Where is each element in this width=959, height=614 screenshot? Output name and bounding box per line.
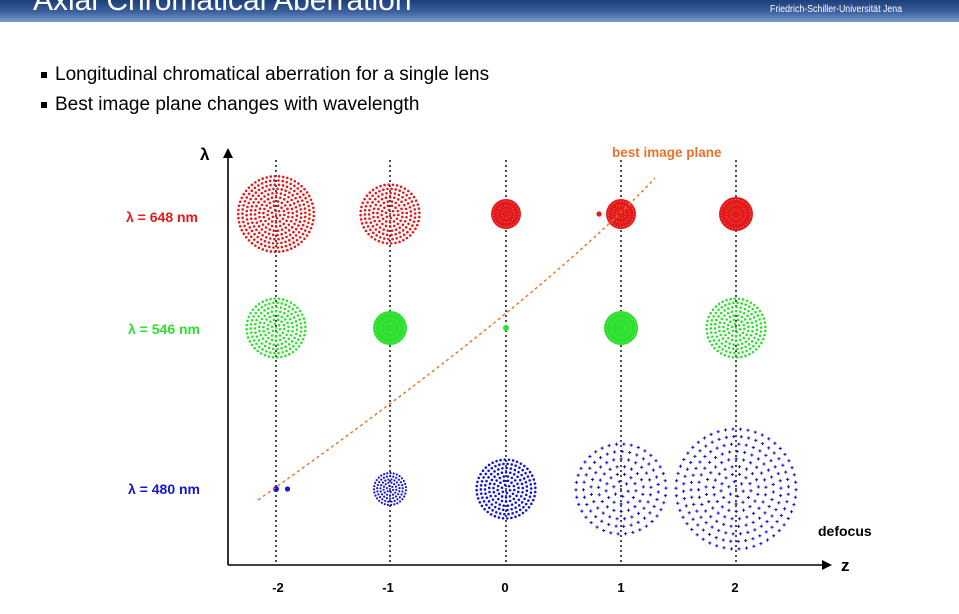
spot-diagram (372, 471, 408, 507)
wavelength-label-648: λ = 648 nm (126, 209, 198, 225)
spot-diagram (373, 311, 407, 345)
wavelength-label-546: λ = 546 nm (128, 321, 200, 337)
lambda-axis-label: λ (200, 145, 210, 164)
wavelength-labels: λ = 648 nm λ = 546 nm λ = 480 nm (126, 209, 200, 497)
bullet-text: Longitudinal chromatical aberration for … (55, 64, 490, 85)
defocus-label: defocus (818, 523, 872, 539)
z-tick-label: -2 (272, 580, 284, 595)
spot-diagram (719, 197, 753, 231)
spot-diagram (574, 442, 668, 536)
spot-diagram (359, 183, 421, 245)
spot-diagram (475, 458, 537, 520)
best-image-plane-curve (257, 177, 656, 501)
spot-diagrams (236, 174, 798, 551)
spot-diagram (674, 427, 798, 551)
bullet-text: Best image plane changes with wavelength (55, 94, 420, 115)
bullet-square-icon (41, 102, 47, 108)
best-focus-markers (284, 211, 602, 492)
best-focus-marker (503, 325, 509, 331)
z-tick-label: 1 (617, 580, 624, 595)
z-tick-labels: -2 -1 0 1 2 (272, 580, 738, 595)
slide-header-bar: Axial Chromatical Aberration Friedrich-S… (0, 0, 959, 22)
spot-diagram (705, 297, 767, 359)
bullet-square-icon (41, 72, 47, 78)
spot-diagram (245, 297, 307, 359)
z-tick-label: -1 (382, 580, 394, 595)
spot-diagram (236, 174, 316, 254)
spot-diagram (491, 199, 521, 229)
slide-title: Axial Chromatical Aberration (33, 0, 412, 17)
university-affiliation: Friedrich-Schiller-Universität Jena (769, 4, 902, 15)
bullet-item: Best image plane changes with wavelength (40, 90, 489, 120)
wavelength-label-480: λ = 480 nm (128, 481, 200, 497)
best-image-plane-label: best image plane (612, 145, 722, 160)
bullet-item: Longitudinal chromatical aberration for … (40, 60, 489, 90)
bullet-list: Longitudinal chromatical aberration for … (40, 60, 489, 120)
spot-diagram (606, 199, 636, 229)
z-axis-label: z (841, 556, 850, 575)
z-tick-label: 0 (501, 580, 508, 595)
best-focus-marker (284, 486, 291, 492)
z-tick-label: 2 (731, 580, 738, 595)
best-focus-marker (596, 211, 602, 217)
spot-diagram (604, 311, 638, 345)
